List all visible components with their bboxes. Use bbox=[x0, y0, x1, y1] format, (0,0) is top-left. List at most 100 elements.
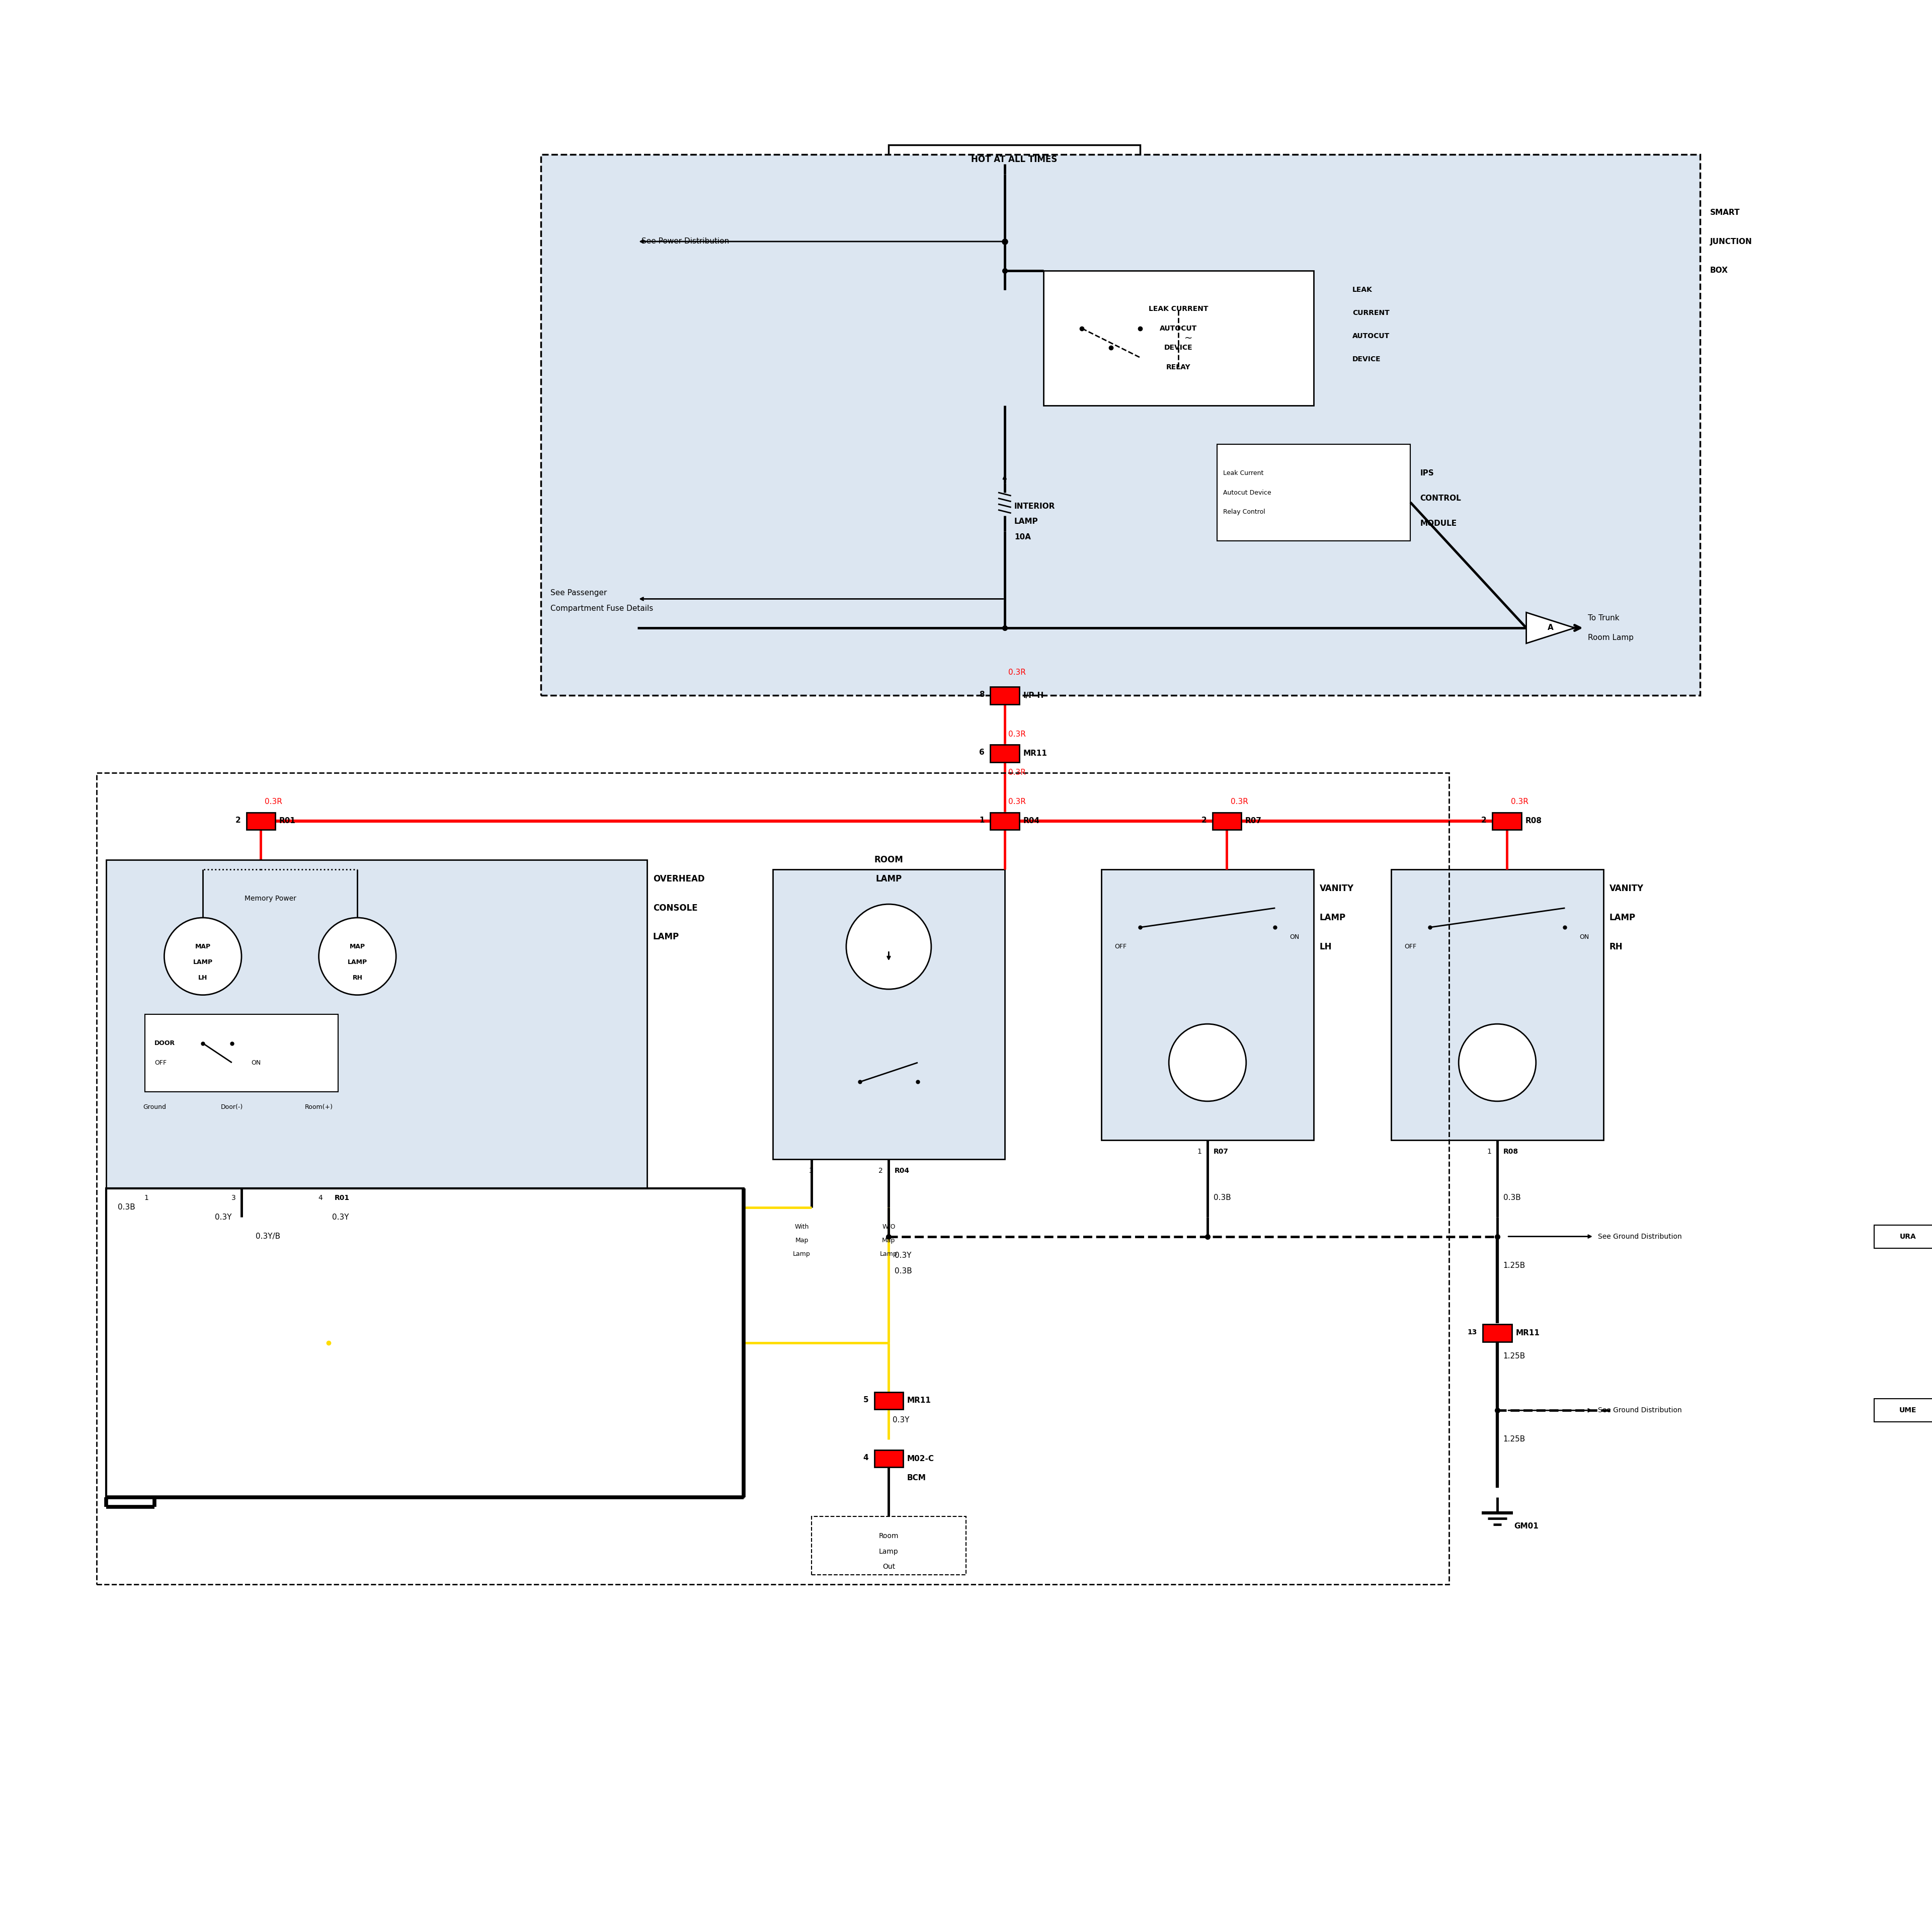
Text: MR11: MR11 bbox=[1024, 750, 1047, 757]
Text: 2: 2 bbox=[1482, 817, 1488, 823]
Text: 0.3R: 0.3R bbox=[1009, 769, 1026, 777]
Text: OVERHEAD: OVERHEAD bbox=[653, 875, 705, 883]
Bar bbox=[889, 145, 1140, 174]
Circle shape bbox=[846, 904, 931, 989]
Text: Room Lamp: Room Lamp bbox=[1588, 634, 1634, 641]
Text: MR11: MR11 bbox=[1515, 1329, 1540, 1337]
Text: 13: 13 bbox=[1466, 1329, 1476, 1335]
Text: 1.25B: 1.25B bbox=[1503, 1262, 1526, 1269]
Text: LEAK: LEAK bbox=[1352, 286, 1372, 294]
Text: Map: Map bbox=[883, 1236, 895, 1244]
Text: 6: 6 bbox=[980, 750, 983, 755]
Text: Autocut Device: Autocut Device bbox=[1223, 489, 1271, 497]
Text: 3: 3 bbox=[232, 1194, 236, 1202]
Text: 4: 4 bbox=[319, 1194, 323, 1202]
Text: 10A: 10A bbox=[1014, 533, 1032, 541]
Bar bbox=[811, 1517, 966, 1575]
Text: Lamp: Lamp bbox=[879, 1548, 898, 1555]
Text: LAMP: LAMP bbox=[1014, 518, 1037, 526]
Text: CONSOLE: CONSOLE bbox=[653, 904, 697, 912]
Text: ROOM: ROOM bbox=[873, 856, 904, 864]
Bar bbox=[1101, 869, 1314, 1140]
Bar bbox=[1874, 1225, 1932, 1248]
Bar bbox=[989, 746, 1020, 763]
Text: To Trunk: To Trunk bbox=[1588, 614, 1619, 622]
Text: LAMP: LAMP bbox=[875, 875, 902, 883]
Text: 1: 1 bbox=[1488, 1148, 1492, 1155]
Text: 1: 1 bbox=[145, 1194, 149, 1202]
Text: AUTOCUT: AUTOCUT bbox=[1352, 332, 1389, 340]
Text: ON: ON bbox=[251, 1059, 261, 1066]
Text: 1: 1 bbox=[1198, 1148, 1202, 1155]
Text: 0.3R: 0.3R bbox=[1231, 798, 1248, 806]
Text: Lamp: Lamp bbox=[792, 1250, 811, 1258]
Text: 0.3Y/B: 0.3Y/B bbox=[255, 1233, 280, 1240]
Text: DOOR: DOOR bbox=[155, 1039, 176, 1047]
Text: BOX: BOX bbox=[1710, 267, 1727, 274]
Text: 0.3Y: 0.3Y bbox=[214, 1213, 232, 1221]
Text: OFF: OFF bbox=[1405, 943, 1416, 951]
Text: R04: R04 bbox=[895, 1167, 910, 1175]
Text: 3: 3 bbox=[810, 1167, 813, 1175]
Text: R08: R08 bbox=[1526, 817, 1542, 825]
Text: CURRENT: CURRENT bbox=[1352, 309, 1389, 317]
Text: LAMP: LAMP bbox=[1320, 914, 1347, 922]
Text: See Passenger: See Passenger bbox=[551, 589, 607, 597]
Text: LAMP: LAMP bbox=[193, 958, 213, 966]
Text: HOT AT ALL TIMES: HOT AT ALL TIMES bbox=[972, 155, 1057, 164]
Text: Compartment Fuse Details: Compartment Fuse Details bbox=[551, 605, 653, 612]
Bar bbox=[97, 773, 1449, 1584]
Text: Map: Map bbox=[796, 1236, 808, 1244]
Text: VANITY: VANITY bbox=[1609, 885, 1644, 893]
Text: MODULE: MODULE bbox=[1420, 520, 1457, 527]
Text: 4: 4 bbox=[864, 1455, 869, 1461]
Circle shape bbox=[164, 918, 242, 995]
Bar bbox=[106, 860, 647, 1188]
Text: 2: 2 bbox=[236, 817, 240, 823]
Text: OFF: OFF bbox=[1115, 943, 1126, 951]
Text: IPS: IPS bbox=[1420, 469, 1434, 477]
Bar bbox=[1484, 1325, 1511, 1341]
Circle shape bbox=[1169, 1024, 1246, 1101]
Text: AUTOCUT: AUTOCUT bbox=[1159, 325, 1198, 332]
Text: 2: 2 bbox=[1202, 817, 1206, 823]
Text: 0.3B: 0.3B bbox=[895, 1267, 912, 1275]
Polygon shape bbox=[1526, 612, 1575, 643]
Text: CONTROL: CONTROL bbox=[1420, 495, 1461, 502]
Bar bbox=[1043, 270, 1314, 406]
Text: RELAY: RELAY bbox=[1167, 363, 1190, 371]
Text: R07: R07 bbox=[1246, 817, 1262, 825]
Text: 0.3Y: 0.3Y bbox=[332, 1213, 350, 1221]
Text: RH: RH bbox=[352, 974, 363, 981]
Text: M02-C: M02-C bbox=[908, 1455, 935, 1463]
Text: Out: Out bbox=[883, 1563, 895, 1571]
Text: LEAK CURRENT: LEAK CURRENT bbox=[1150, 305, 1208, 313]
Text: MAP: MAP bbox=[195, 943, 211, 951]
Text: 2: 2 bbox=[879, 1167, 883, 1175]
Text: DEVICE: DEVICE bbox=[1165, 344, 1192, 352]
Text: 0.3B: 0.3B bbox=[118, 1204, 135, 1211]
Bar bbox=[1217, 444, 1410, 541]
Bar bbox=[106, 1188, 744, 1497]
Text: With: With bbox=[794, 1223, 810, 1231]
Text: 1.25B: 1.25B bbox=[1503, 1352, 1526, 1360]
Text: 1: 1 bbox=[980, 817, 983, 823]
Bar bbox=[1874, 1399, 1932, 1422]
Text: BCM: BCM bbox=[908, 1474, 925, 1482]
Text: Door(-): Door(-) bbox=[220, 1103, 243, 1111]
Text: R07: R07 bbox=[1213, 1148, 1229, 1155]
Bar bbox=[989, 686, 1020, 705]
Text: ON: ON bbox=[1289, 933, 1300, 941]
Text: 1.25B: 1.25B bbox=[1503, 1435, 1526, 1443]
Bar bbox=[1492, 813, 1522, 831]
Text: Relay Control: Relay Control bbox=[1223, 508, 1265, 516]
Text: DEVICE: DEVICE bbox=[1352, 355, 1381, 363]
Text: Room(+): Room(+) bbox=[305, 1103, 332, 1111]
Bar bbox=[873, 1391, 902, 1410]
Bar bbox=[873, 1449, 902, 1468]
Text: SMART: SMART bbox=[1710, 209, 1739, 216]
Text: 5: 5 bbox=[864, 1397, 869, 1403]
Bar bbox=[145, 1014, 338, 1092]
Text: LH: LH bbox=[199, 974, 207, 981]
Text: 0.3Y: 0.3Y bbox=[895, 1252, 912, 1260]
